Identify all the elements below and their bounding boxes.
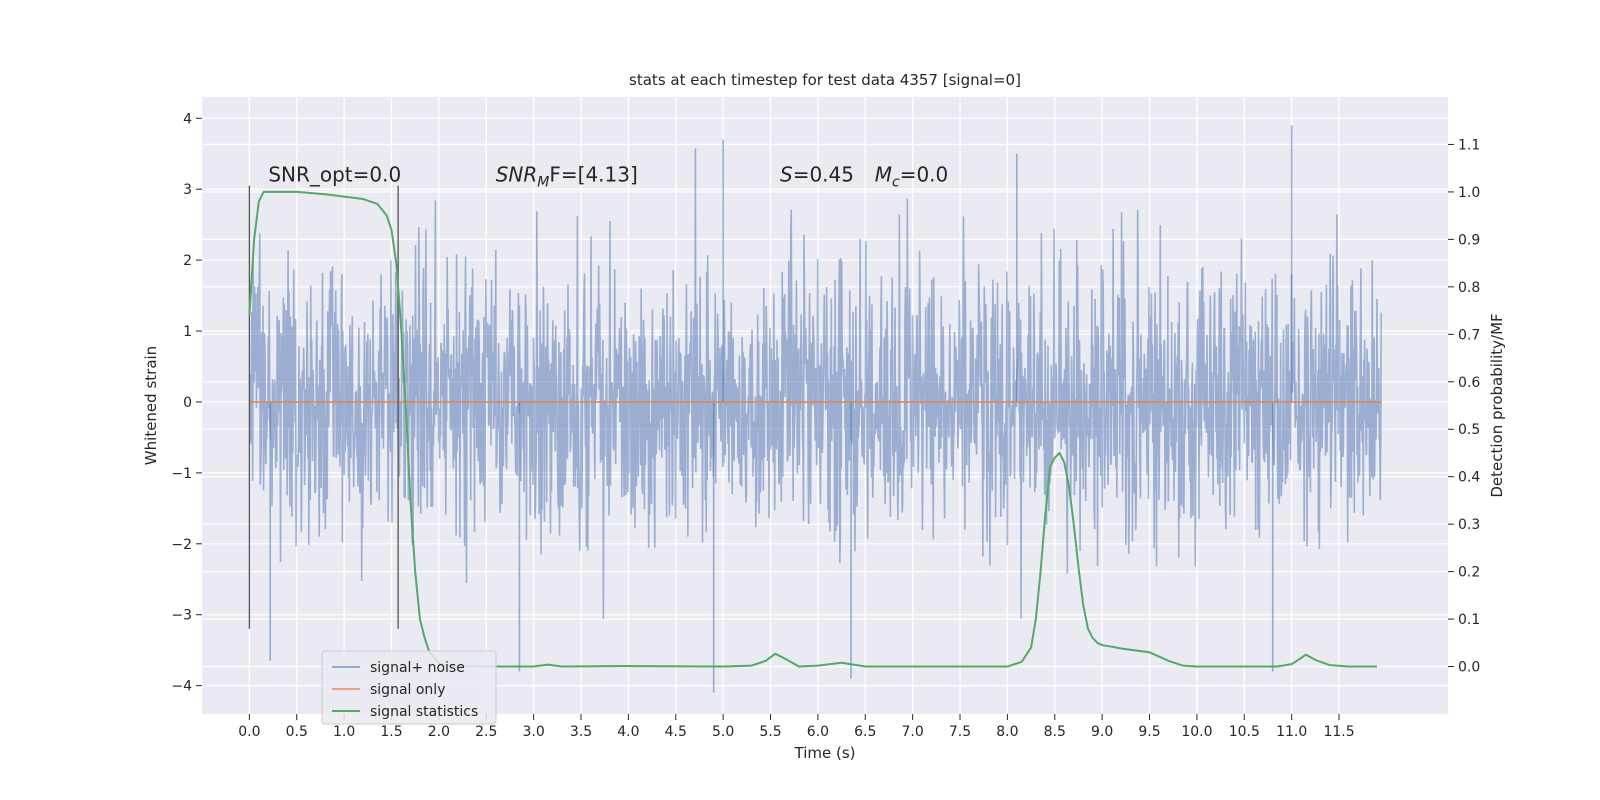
x-tick-label: 10.5	[1229, 724, 1260, 740]
x-tick-label: 0.5	[286, 724, 308, 740]
x-tick-label: 6.0	[807, 724, 829, 740]
series-signal-statistics	[248, 190, 1377, 668]
annotation-0: SNR_opt=0.0	[268, 163, 401, 187]
y-tick-label: 4	[183, 111, 192, 127]
x-tick-label: 4.0	[617, 724, 639, 740]
x-tick-label: 0.0	[238, 724, 260, 740]
x-tick-label: 2.0	[428, 724, 450, 740]
x-tick-label: 9.0	[1091, 724, 1113, 740]
y2-axis-ticks: 0.0 0.1 0.2 0.3 0.4 0.5 0.6 0.7 0.8 0.9 1.0 1.1	[1448, 137, 1480, 676]
y2-tick-label: 1.1	[1458, 137, 1480, 153]
chart-title: stats at each timestep for test data 435…	[629, 71, 1021, 89]
y2-tick-label: 0.9	[1458, 232, 1480, 248]
annotation-3: Mc=0.0	[875, 163, 949, 191]
y-tick-label: 1	[183, 324, 192, 340]
legend-box	[321, 650, 497, 725]
y-tick-label: −3	[171, 608, 192, 624]
x-tick-label: 11.5	[1323, 724, 1354, 740]
y-axis-label: Whitened strain	[142, 346, 160, 465]
series-signal-noise	[248, 125, 1383, 693]
y-tick-label: −2	[171, 537, 192, 553]
x-tick-label: 1.0	[333, 724, 355, 740]
x-tick-label: 2.5	[475, 724, 497, 740]
y2-tick-label: 0.3	[1458, 517, 1480, 533]
x-tick-label: 7.5	[949, 724, 971, 740]
y2-tick-label: 0.2	[1458, 565, 1480, 581]
x-tick-label: 4.5	[665, 724, 687, 740]
y-tick-label: −4	[171, 679, 192, 695]
x-tick-label: 10.0	[1181, 724, 1212, 740]
x-tick-label: 11.0	[1276, 724, 1307, 740]
signal-noise-line	[248, 148, 1383, 619]
x-tick-label: 5.0	[712, 724, 734, 740]
y2-tick-label: 0.6	[1458, 375, 1480, 391]
y-tick-label: 0	[183, 395, 192, 411]
y-axis-ticks: −4 −3 −2 −1 0 1 2 3 4	[171, 111, 202, 695]
y2-axis-label: Detection probability/MF	[1488, 313, 1506, 497]
x-axis-ticks: 0.0 0.5 1.0 1.5 2.0 2.5 3.0 3.5 4.0 4.5 5.0 5.5 6.0 6…	[238, 714, 1355, 740]
y2-tick-label: 0.1	[1458, 612, 1480, 628]
annotation-1: SNRMF=[4.13]	[496, 163, 638, 191]
annotations: SNR_opt=0.0 SNRMF=[4.13] S=0.45 Mc=0.0	[268, 163, 948, 191]
x-tick-label: 3.5	[570, 724, 592, 740]
vertical-markers	[248, 185, 399, 629]
y-tick-label: 2	[183, 253, 192, 269]
y-tick-label: −1	[171, 466, 192, 482]
legend-entry: signal only	[370, 682, 445, 698]
x-tick-label: 3.0	[523, 724, 545, 740]
y2-tick-label: 0.7	[1458, 327, 1480, 343]
x-tick-label: 6.5	[854, 724, 876, 740]
annotation-2: S=0.45	[780, 163, 854, 187]
y2-tick-label: 1.0	[1458, 185, 1480, 201]
legend-entry: signal+ noise	[370, 660, 465, 676]
x-axis-label: Time (s)	[794, 744, 856, 762]
y2-tick-label: 0.8	[1458, 280, 1480, 296]
x-tick-label: 8.5	[1044, 724, 1066, 740]
x-tick-label: 1.5	[380, 724, 402, 740]
x-tick-label: 5.5	[759, 724, 781, 740]
y-tick-label: 3	[183, 182, 192, 198]
x-tick-label: 7.0	[902, 724, 924, 740]
legend: signal+ noise signal only signal statistic…	[321, 650, 497, 725]
y2-tick-label: 0.4	[1458, 470, 1480, 486]
x-tick-label: 8.0	[996, 724, 1018, 740]
y2-tick-label: 0.5	[1458, 422, 1480, 438]
y2-tick-label: 0.0	[1458, 660, 1480, 676]
legend-entry: signal statistics	[370, 704, 478, 720]
signal-statistics-line	[248, 190, 1377, 668]
x-tick-label: 9.5	[1138, 724, 1160, 740]
